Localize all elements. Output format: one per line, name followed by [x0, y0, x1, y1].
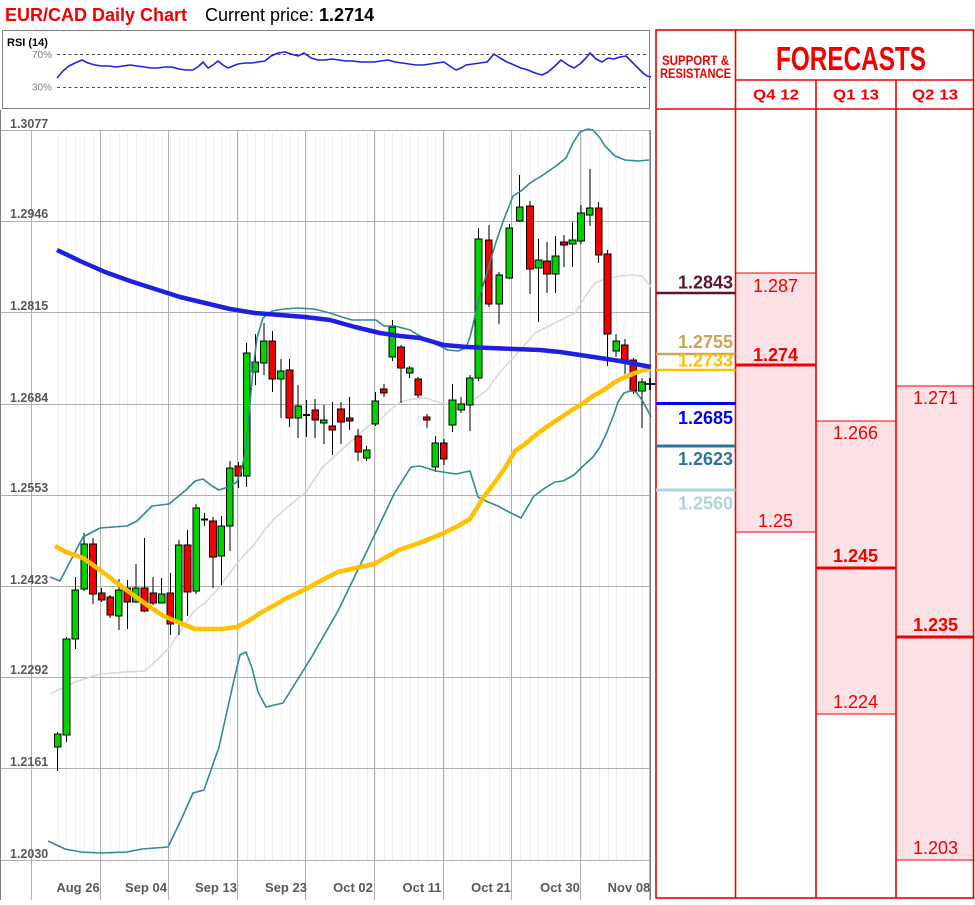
svg-text:1.224: 1.224 [833, 692, 878, 712]
svg-text:1.2553: 1.2553 [10, 481, 48, 495]
svg-text:1.2560: 1.2560 [678, 494, 733, 514]
svg-text:EUR/CAD Daily Chart: EUR/CAD Daily Chart [5, 5, 187, 25]
svg-text:1.2292: 1.2292 [10, 663, 48, 677]
svg-text:FORECASTS: FORECASTS [776, 40, 926, 77]
svg-text:Sep 13: Sep 13 [195, 880, 237, 895]
svg-text:1.274: 1.274 [753, 345, 798, 365]
svg-text:1.2815: 1.2815 [10, 299, 48, 313]
svg-text:Nov 08: Nov 08 [608, 880, 651, 895]
svg-text:1.266: 1.266 [833, 423, 878, 443]
svg-text:Q2 13: Q2 13 [912, 87, 958, 104]
svg-text:1.2946: 1.2946 [10, 207, 48, 221]
svg-text:RESISTANCE: RESISTANCE [660, 66, 731, 81]
svg-text:1.2030: 1.2030 [10, 847, 48, 861]
svg-text:Q1 13: Q1 13 [833, 87, 879, 104]
svg-text:1.245: 1.245 [833, 546, 878, 566]
svg-text:1.3077: 1.3077 [10, 117, 48, 131]
svg-text:Oct 02: Oct 02 [333, 880, 373, 895]
svg-text:1.2161: 1.2161 [10, 755, 48, 769]
svg-text:Current price: 1.2714: Current price: 1.2714 [205, 5, 374, 25]
svg-text:1.2423: 1.2423 [10, 573, 48, 587]
svg-text:1.203: 1.203 [913, 838, 958, 858]
svg-text:1.287: 1.287 [753, 276, 798, 296]
svg-text:1.25: 1.25 [758, 511, 793, 531]
svg-text:1.2733: 1.2733 [678, 351, 733, 371]
svg-text:1.2684: 1.2684 [10, 391, 48, 405]
svg-text:1.235: 1.235 [913, 615, 958, 635]
svg-text:Sep 04: Sep 04 [125, 880, 168, 895]
svg-text:70%: 70% [32, 50, 52, 61]
svg-text:1.2623: 1.2623 [678, 449, 733, 469]
svg-text:SUPPORT &: SUPPORT & [662, 53, 729, 68]
svg-text:1.2755: 1.2755 [678, 332, 733, 352]
svg-text:Oct 30: Oct 30 [540, 880, 580, 895]
svg-text:Aug 26: Aug 26 [56, 880, 99, 895]
svg-text:Sep 23: Sep 23 [265, 880, 307, 895]
svg-text:Oct 11: Oct 11 [402, 880, 441, 895]
svg-text:RSI (14): RSI (14) [7, 37, 48, 49]
svg-text:30%: 30% [32, 83, 52, 94]
svg-text:Oct 21: Oct 21 [471, 880, 511, 895]
svg-text:Q4 12: Q4 12 [753, 87, 799, 104]
svg-text:1.2843: 1.2843 [678, 273, 733, 293]
svg-text:1.2685: 1.2685 [678, 408, 733, 428]
svg-text:1.271: 1.271 [913, 388, 958, 408]
